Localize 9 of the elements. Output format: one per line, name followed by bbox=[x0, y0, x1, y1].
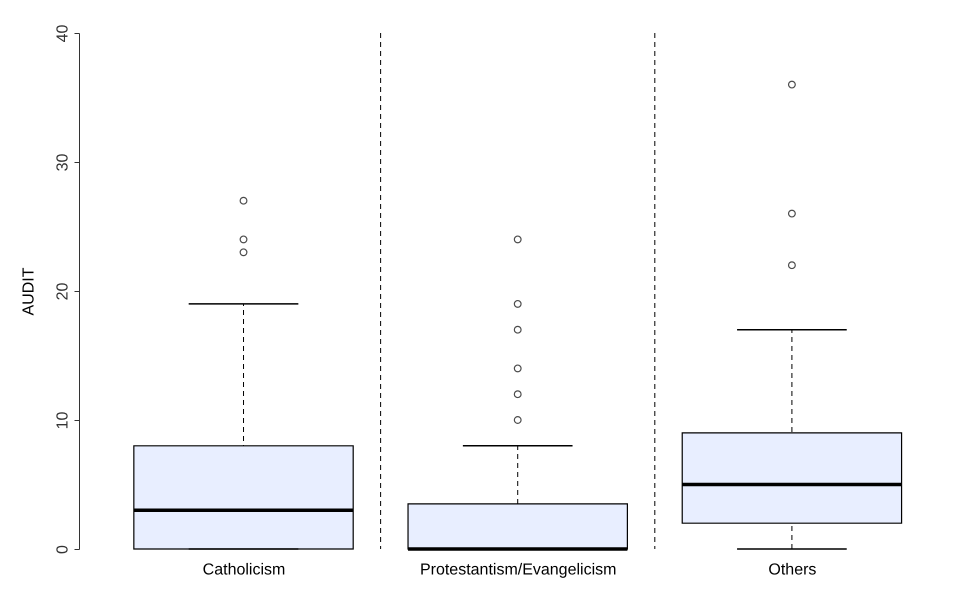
x-tick-label: Others bbox=[768, 562, 816, 578]
y-tick-label: 30 bbox=[54, 154, 72, 172]
y-tick-label: 20 bbox=[54, 282, 72, 300]
y-tick-label: 10 bbox=[54, 412, 72, 430]
x-tick-label: Protestantism/Evangelicism bbox=[420, 562, 616, 578]
y-axis-title: AUDIT bbox=[20, 267, 38, 316]
y-tick-label: 40 bbox=[54, 24, 72, 42]
x-tick-label: Catholicism bbox=[202, 562, 286, 578]
y-tick-label: 0 bbox=[54, 544, 72, 554]
